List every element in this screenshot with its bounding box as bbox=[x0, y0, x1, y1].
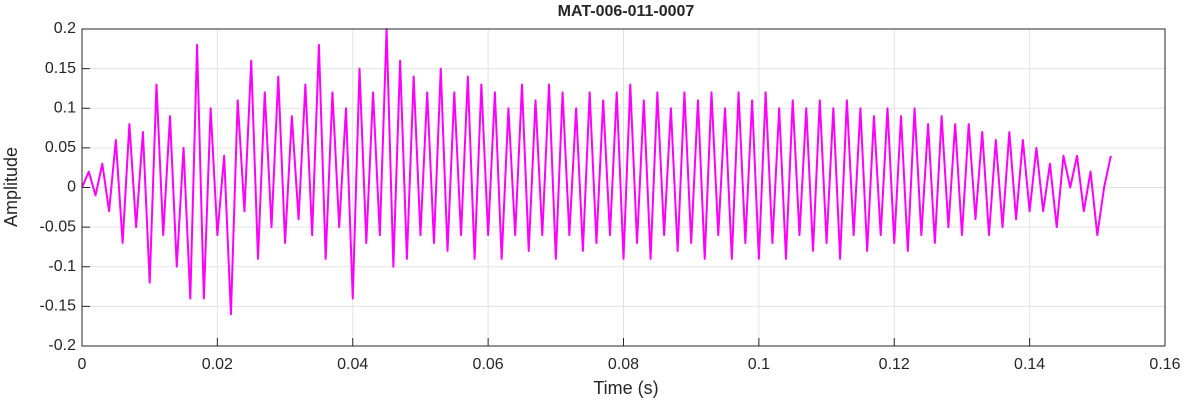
x-tick-label: 0.1 bbox=[748, 356, 770, 373]
x-tick-label: 0.08 bbox=[608, 356, 639, 373]
x-tick-label: 0.06 bbox=[473, 356, 504, 373]
x-tick-label: 0.16 bbox=[1149, 356, 1180, 373]
plot-frame bbox=[81, 28, 1166, 347]
y-tick-label: -0.1 bbox=[48, 258, 76, 275]
y-tick-label: -0.05 bbox=[40, 218, 77, 235]
y-tick-label: 0 bbox=[67, 179, 76, 196]
x-tick-label: 0.02 bbox=[202, 356, 233, 373]
x-tick-label: 0.04 bbox=[337, 356, 368, 373]
x-tick-label: 0.14 bbox=[1014, 356, 1045, 373]
y-tick-label: 0.1 bbox=[54, 99, 76, 116]
x-tick-label: 0.12 bbox=[879, 356, 910, 373]
waveform-line bbox=[81, 28, 1112, 316]
y-tick-label: -0.2 bbox=[48, 337, 76, 354]
y-tick-label: 0.2 bbox=[54, 20, 76, 37]
chart-title: MAT-006-011-0007 bbox=[558, 3, 695, 20]
y-tick-label: -0.15 bbox=[40, 298, 77, 315]
y-axis-label: Amplitude bbox=[1, 147, 21, 227]
x-tick-label: 0 bbox=[78, 356, 87, 373]
y-tick-label: 0.05 bbox=[45, 139, 76, 156]
y-tick-label: 0.15 bbox=[45, 60, 76, 77]
x-axis-label: Time (s) bbox=[593, 378, 658, 398]
